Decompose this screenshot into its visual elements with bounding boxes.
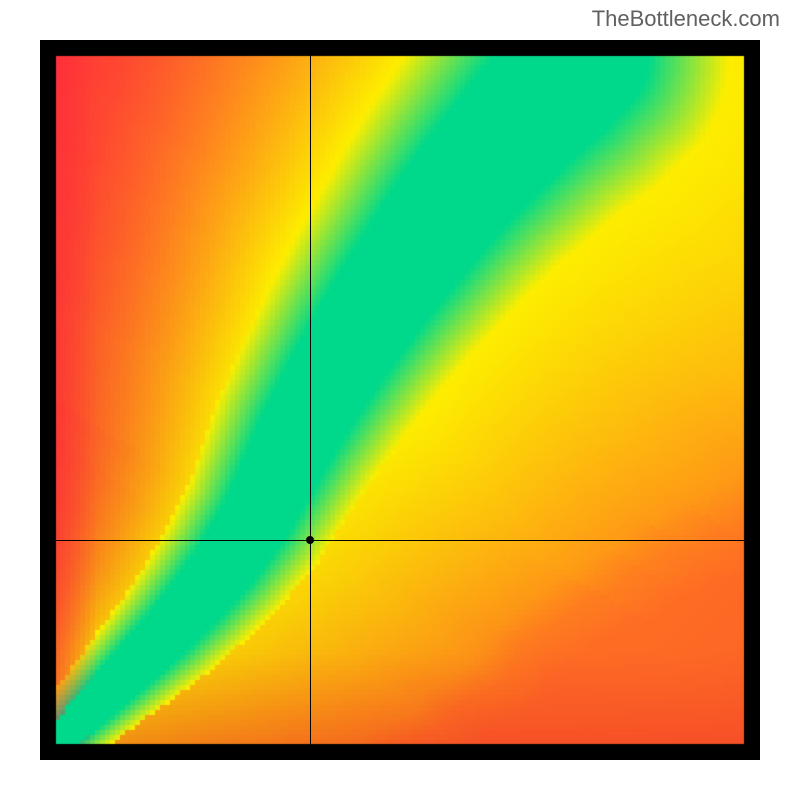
plot-area — [40, 40, 760, 760]
watermark-text: TheBottleneck.com — [592, 6, 780, 32]
crosshair-horizontal — [40, 540, 760, 541]
bottleneck-heatmap — [40, 40, 760, 760]
crosshair-vertical — [310, 40, 311, 760]
chart-container: TheBottleneck.com — [0, 0, 800, 800]
marker-point — [306, 536, 314, 544]
